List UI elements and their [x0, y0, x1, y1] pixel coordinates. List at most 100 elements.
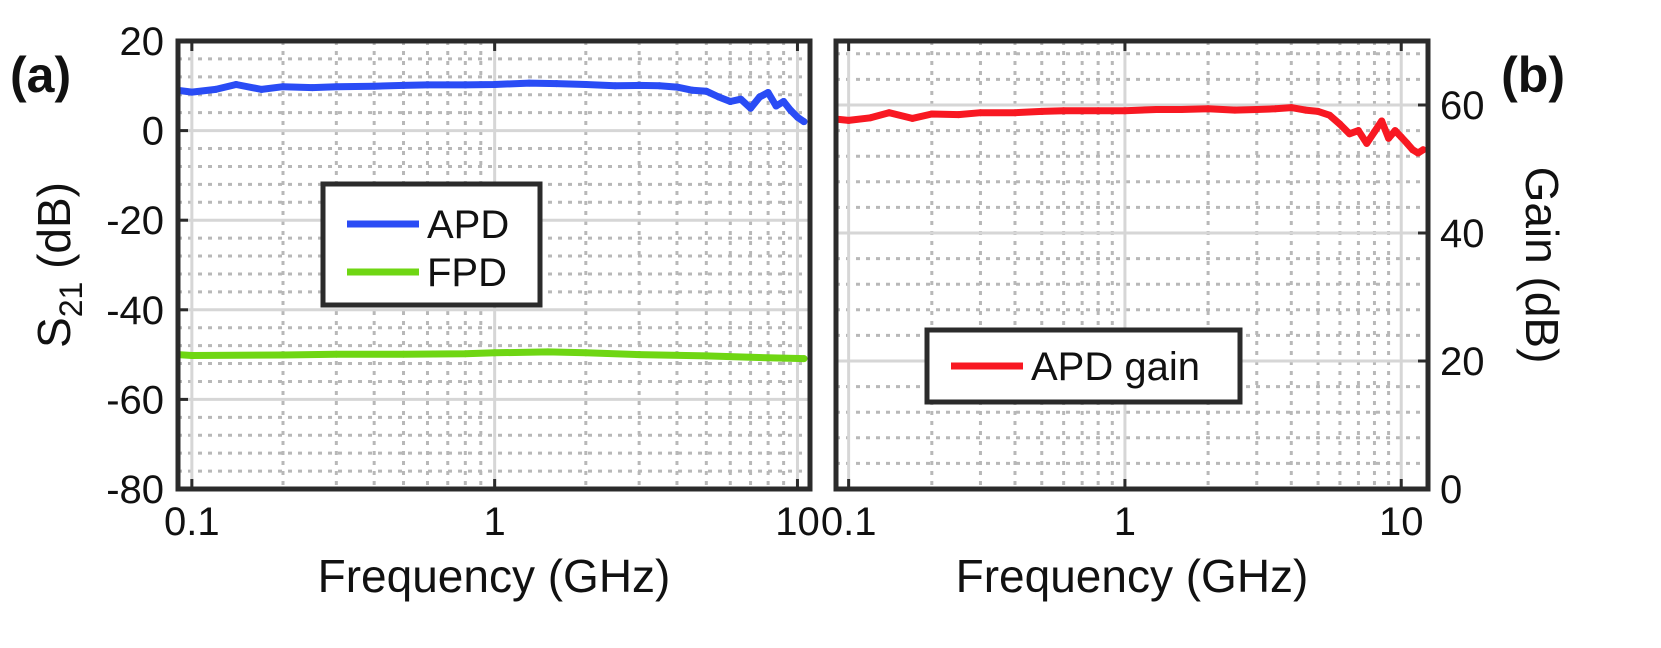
- data-point: [400, 350, 407, 358]
- data-point: [867, 114, 874, 122]
- data-point: [885, 109, 893, 117]
- data-point: [279, 351, 287, 359]
- data-point: [553, 80, 560, 88]
- y-axis-label-subscript: 21: [53, 282, 89, 318]
- data-point: [747, 104, 755, 112]
- data-point: [1038, 107, 1046, 115]
- data-point: [1204, 105, 1212, 113]
- legend: APD gain: [924, 327, 1243, 405]
- data-point: [1314, 107, 1322, 115]
- data-point: [1152, 106, 1160, 113]
- data-point: [1326, 111, 1333, 119]
- data-point: [977, 109, 984, 117]
- data-point: [258, 85, 266, 93]
- data-point: [1409, 146, 1417, 154]
- panel-b-chart: 0.1 1 10 0 20 40 60 Frequency (GHz) Gain (dB) APD…: [821, 38, 1568, 602]
- x-tick-label: 0.1: [164, 500, 220, 544]
- data-point: [1301, 106, 1309, 114]
- data-point: [491, 349, 499, 357]
- data-point: [1231, 106, 1239, 114]
- data-point: [188, 352, 196, 359]
- y-tick-label: 0: [1440, 468, 1462, 512]
- y-axis-label-main: S: [28, 317, 80, 348]
- y-tick-label: -60: [106, 378, 164, 422]
- data-point: [1336, 120, 1344, 128]
- x-axis-label: Frequency (GHz): [318, 550, 671, 602]
- data-point: [756, 93, 764, 101]
- data-point: [673, 83, 681, 91]
- data-point: [747, 353, 755, 361]
- x-tick-label: 0.1: [821, 500, 877, 544]
- data-point: [1397, 133, 1405, 141]
- legend-label: APD gain: [1031, 345, 1200, 389]
- data-point: [715, 93, 723, 101]
- data-point: [491, 81, 499, 88]
- y-axis-label-unit: (dB): [28, 182, 80, 282]
- data-point: [689, 86, 696, 94]
- minor-grid: [836, 41, 1428, 489]
- y-tick-label: 40: [1440, 212, 1485, 256]
- data-point: [737, 95, 745, 103]
- data-point: [279, 83, 287, 91]
- y-tick-label: 60: [1440, 84, 1485, 128]
- data-point: [1370, 128, 1378, 136]
- data-point: [400, 81, 407, 89]
- data-point: [308, 84, 316, 92]
- tick-marks: [178, 39, 799, 491]
- data-point: [544, 348, 552, 356]
- data-point: [635, 351, 643, 359]
- data-point: [955, 111, 963, 119]
- y-tick-label: -40: [106, 289, 164, 333]
- data-point: [1177, 106, 1185, 113]
- data-point: [212, 85, 220, 93]
- x-tick-label: 1: [484, 500, 506, 544]
- data-point: [635, 81, 643, 89]
- data-point: [332, 83, 340, 91]
- data-point: [461, 81, 469, 89]
- data-point: [1354, 127, 1362, 135]
- data-point: [1378, 117, 1386, 125]
- data-point: [1121, 107, 1129, 115]
- data-point: [1253, 106, 1261, 113]
- y-tick-label: -80: [106, 468, 164, 512]
- data-point: [424, 81, 431, 89]
- data-point: [1419, 146, 1427, 154]
- data-point: [461, 350, 469, 358]
- data-point: [1011, 109, 1019, 117]
- panel-a-chart: 0.1 1 10 -80 -60 -40 -20 0 20 Frequency (GHz) S21 …: [10, 20, 820, 602]
- data-point: [611, 82, 619, 90]
- data-point: [1414, 149, 1422, 157]
- data-point: [1385, 134, 1393, 142]
- legend-box: [320, 181, 543, 308]
- legend-label: FPD: [427, 251, 507, 295]
- data-point: [928, 110, 936, 118]
- data-point: [1346, 130, 1353, 138]
- data-point: [1287, 104, 1295, 112]
- data-point: [1403, 139, 1411, 147]
- panel-label: (b): [1501, 47, 1565, 103]
- data-point: [794, 113, 801, 121]
- data-point: [845, 116, 853, 124]
- data-point: [232, 81, 240, 88]
- data-point: [1391, 127, 1399, 135]
- data-point: [1060, 107, 1068, 115]
- data-point: [655, 82, 663, 90]
- x-tick-label: 1: [1114, 500, 1136, 544]
- x-axis-label: Frequency (GHz): [956, 550, 1309, 602]
- panel-label: (a): [10, 47, 71, 103]
- x-tick-label: 10: [775, 500, 820, 544]
- data-point: [787, 106, 795, 114]
- y-tick-label: 20: [1440, 340, 1485, 384]
- data-point: [764, 89, 772, 96]
- data-point: [800, 118, 808, 126]
- data-point: [702, 352, 710, 360]
- data-point: [525, 79, 533, 87]
- data-point: [702, 87, 710, 95]
- y-axis-label: Gain (dB): [1516, 167, 1568, 364]
- data-point: [772, 102, 780, 110]
- data-point: [1094, 107, 1102, 115]
- y-axis-label: S21 (dB): [28, 182, 89, 348]
- data-point: [1271, 105, 1279, 113]
